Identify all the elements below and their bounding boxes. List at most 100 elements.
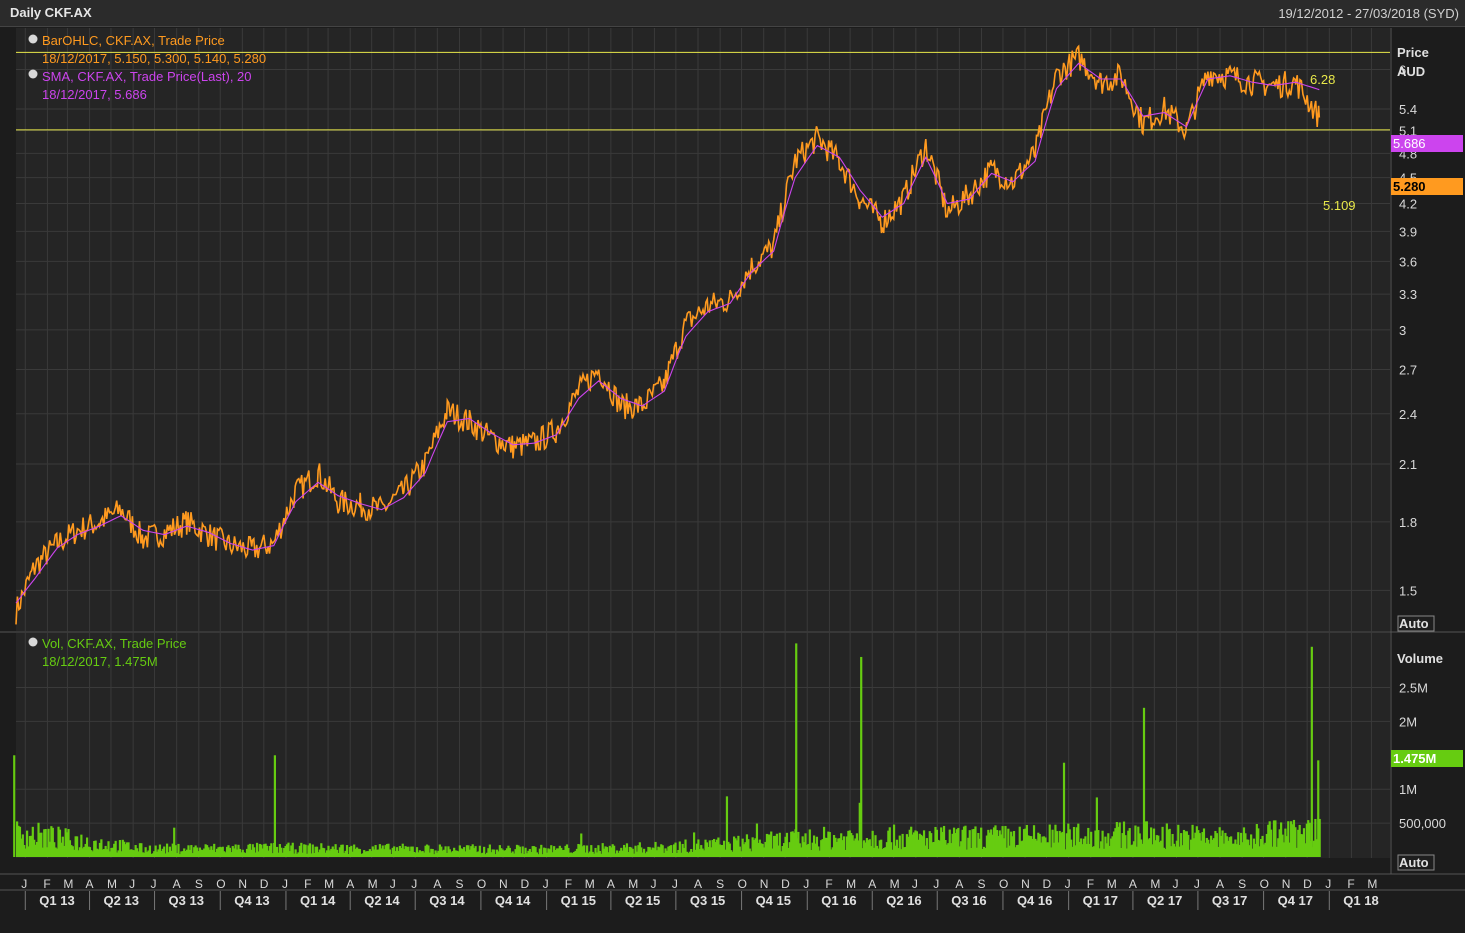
volume-bar <box>1000 834 1003 857</box>
volume-bar <box>300 842 303 857</box>
volume-bar <box>1107 833 1110 857</box>
legend-toggle-icon[interactable] <box>28 637 38 647</box>
volume-bar <box>727 841 730 857</box>
volume-bar <box>728 843 731 857</box>
volume-bar <box>918 833 921 857</box>
volume-panel[interactable] <box>16 633 1390 858</box>
volume-bar <box>465 845 469 857</box>
volume-bar <box>38 832 42 857</box>
volume-bar <box>455 850 459 857</box>
legend-toggle-icon[interactable] <box>28 69 38 79</box>
price-tick-label: 2.1 <box>1399 457 1417 472</box>
month-tick-label: D <box>520 877 529 891</box>
volume-bar <box>1164 849 1167 857</box>
month-tick-label: N <box>760 877 769 891</box>
volume-bar <box>937 839 940 857</box>
volume-bar <box>634 845 637 857</box>
quarter-tick-label: Q4 17 <box>1278 893 1313 908</box>
volume-bar <box>524 847 527 857</box>
volume-bar <box>1265 833 1268 857</box>
volume-bar <box>590 845 593 857</box>
volume-bar <box>738 846 741 857</box>
volume-bar <box>394 851 397 857</box>
volume-bar <box>990 829 993 857</box>
volume-bar <box>278 844 282 857</box>
volume-bar <box>655 850 659 857</box>
volume-bar <box>1035 840 1038 857</box>
volume-bar <box>263 844 266 857</box>
volume-bar <box>30 835 33 857</box>
volume-bar <box>471 844 474 857</box>
legend-toggle-icon[interactable] <box>28 34 38 44</box>
month-tick-label: O <box>999 877 1008 891</box>
volume-bar <box>520 853 523 857</box>
month-tick-label: D <box>1043 877 1052 891</box>
volume-bar <box>1254 843 1257 857</box>
price-tick-label: 3.6 <box>1399 254 1417 269</box>
volume-bar <box>671 852 674 857</box>
ohlc-legend[interactable]: BarOHLC, CKF.AX, Trade Price 18/12/2017,… <box>28 33 267 66</box>
volume-bar <box>1202 828 1206 857</box>
volume-bar <box>568 852 571 857</box>
volume-bar <box>291 842 294 857</box>
month-tick-label: J <box>411 877 417 891</box>
volume-bar <box>1090 831 1093 857</box>
volume-bar <box>761 843 764 857</box>
volume-bar <box>1138 833 1141 857</box>
volume-bar <box>982 846 986 857</box>
volume-bar <box>810 849 813 857</box>
volume-bar <box>941 831 944 857</box>
volume-bar <box>1027 835 1030 857</box>
volume-bar <box>940 827 943 857</box>
volume-auto-button[interactable] <box>1397 854 1435 871</box>
volume-bar <box>210 846 213 857</box>
horizontal-lines <box>16 51 1390 131</box>
volume-bar <box>111 847 114 857</box>
volume-bar <box>1280 822 1283 857</box>
volume-bar <box>1298 824 1301 857</box>
price-axis-currency: AUD <box>1397 64 1425 79</box>
volume-bar <box>421 851 424 857</box>
volume-legend[interactable]: Vol, CKF.AX, Trade Price 18/12/2017, 1.4… <box>28 636 187 669</box>
volume-bar <box>48 841 52 857</box>
volume-bar <box>327 845 330 857</box>
volume-bar <box>345 845 349 857</box>
volume-bar <box>978 838 981 857</box>
volume-bar <box>258 843 262 857</box>
volume-bar <box>764 841 767 857</box>
volume-bar <box>1058 830 1061 857</box>
volume-bar <box>240 852 243 857</box>
volume-bar <box>344 850 347 857</box>
volume-bar <box>241 849 244 857</box>
volume-bar <box>774 835 777 857</box>
volume-bar <box>604 846 607 857</box>
volume-bar <box>54 847 57 857</box>
volume-bar <box>185 849 189 857</box>
price-auto-button[interactable] <box>1397 615 1435 632</box>
volume-bar <box>1284 828 1287 857</box>
volume-bar <box>1098 848 1101 857</box>
quarter-tick-label: Q4 16 <box>1017 893 1052 908</box>
volume-bar <box>830 849 833 857</box>
volume-bar <box>724 849 727 857</box>
volume-bar <box>1180 833 1183 857</box>
volume-bar <box>955 829 959 857</box>
volume-bar <box>848 830 851 857</box>
volume-bar <box>28 836 32 857</box>
volume-bar <box>1061 831 1064 857</box>
volume-bar <box>591 851 594 857</box>
volume-bar <box>435 852 439 857</box>
volume-bar <box>77 850 80 857</box>
sma-legend[interactable]: SMA, CKF.AX, Trade Price(Last), 20 18/12… <box>28 69 252 102</box>
volume-bar <box>961 829 964 857</box>
volume-bar <box>683 847 686 857</box>
month-tick-label: F <box>565 877 572 891</box>
volume-bar <box>892 824 896 857</box>
volume-bar <box>1231 843 1234 857</box>
volume-spike-bar <box>13 755 16 857</box>
volume-bar <box>91 851 94 857</box>
volume-bar <box>378 844 381 857</box>
volume-bar <box>1192 838 1196 857</box>
volume-bar <box>1158 842 1161 857</box>
